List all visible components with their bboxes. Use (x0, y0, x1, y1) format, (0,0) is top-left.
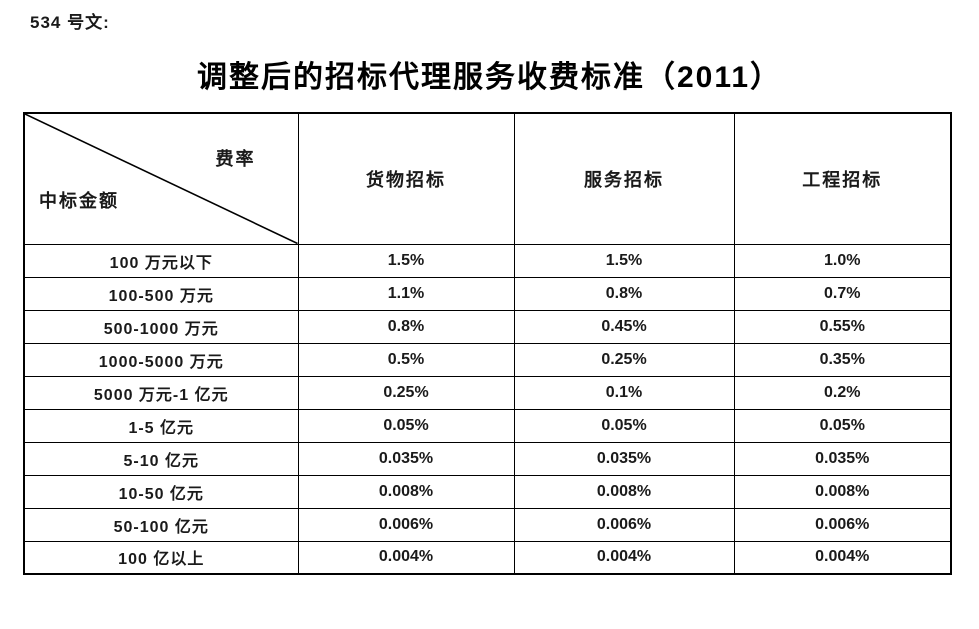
table-row: 100 亿以上 0.004% 0.004% 0.004% (23, 540, 952, 575)
row-label-amount-range: 100-500 万元 (23, 276, 299, 311)
fee-value-cell: 0.05% (513, 408, 735, 443)
fee-rate-table: 费率 中标金额 货物招标 服务招标 工程招标 100 万元以下 1.5% 1.5% 1… (23, 112, 952, 575)
corner-header-cell: 费率 中标金额 (23, 112, 299, 245)
fee-value-cell: 0.05% (733, 408, 952, 443)
doc-number: 534 号文: (30, 13, 110, 32)
fee-value-cell: 0.5% (297, 342, 515, 377)
column-header-goods-bidding: 货物招标 (297, 112, 515, 245)
column-header-engineering-bidding: 工程招标 (733, 112, 952, 245)
fee-value-cell: 1.5% (513, 243, 735, 278)
fee-value-cell: 0.035% (513, 441, 735, 476)
row-label-amount-range: 10-50 亿元 (23, 474, 299, 509)
fee-value-cell: 0.004% (297, 540, 515, 575)
page-title: 调整后的招标代理服务收费标准（2011） (196, 61, 783, 94)
fee-value-cell: 0.004% (513, 540, 735, 575)
diagonal-divider-line (25, 114, 298, 244)
row-label-amount-range: 500-1000 万元 (23, 309, 299, 344)
fee-value-cell: 0.004% (733, 540, 952, 575)
fee-value-cell: 0.008% (297, 474, 515, 509)
fee-value-cell: 0.35% (733, 342, 952, 377)
fee-value-cell: 0.1% (513, 375, 735, 410)
row-label-amount-range: 1-5 亿元 (23, 408, 299, 443)
fee-value-cell: 0.8% (297, 309, 515, 344)
fee-value-cell: 0.006% (297, 507, 515, 542)
fee-value-cell: 0.006% (733, 507, 952, 542)
fee-value-cell: 0.7% (733, 276, 952, 311)
fee-value-cell: 0.006% (513, 507, 735, 542)
fee-value-cell: 0.55% (733, 309, 952, 344)
corner-label-rate: 费率 (215, 149, 256, 169)
table-body: 100 万元以下 1.5% 1.5% 1.0% 100-500 万元 1.1% 0.8% 0.… (23, 243, 952, 575)
fee-value-cell: 0.25% (297, 375, 515, 410)
fee-value-cell: 1.5% (297, 243, 515, 278)
fee-value-cell: 1.0% (733, 243, 952, 278)
table-row: 100 万元以下 1.5% 1.5% 1.0% (23, 243, 952, 278)
table-row: 100-500 万元 1.1% 0.8% 0.7% (23, 276, 952, 311)
row-label-amount-range: 5-10 亿元 (23, 441, 299, 476)
table-row: 500-1000 万元 0.8% 0.45% 0.55% (23, 309, 952, 344)
fee-value-cell: 1.1% (297, 276, 515, 311)
corner-label-amount: 中标金额 (39, 190, 119, 211)
row-label-amount-range: 1000-5000 万元 (23, 342, 299, 377)
row-label-amount-range: 50-100 亿元 (23, 507, 299, 542)
fee-value-cell: 0.035% (733, 441, 952, 476)
table-header: 费率 中标金额 货物招标 服务招标 工程招标 (23, 112, 952, 245)
fee-value-cell: 0.25% (513, 342, 735, 377)
row-label-amount-range: 100 亿以上 (23, 540, 299, 575)
fee-value-cell: 0.2% (733, 375, 952, 410)
row-label-amount-range: 100 万元以下 (23, 243, 299, 278)
fee-value-cell: 0.008% (513, 474, 735, 509)
fee-value-cell: 0.035% (297, 441, 515, 476)
fee-value-cell: 0.45% (513, 309, 735, 344)
table-row: 5-10 亿元 0.035% 0.035% 0.035% (23, 441, 952, 476)
header-row: 费率 中标金额 货物招标 服务招标 工程招标 (23, 112, 952, 245)
table-row: 5000 万元-1 亿元 0.25% 0.1% 0.2% (23, 375, 952, 410)
table-row: 1000-5000 万元 0.5% 0.25% 0.35% (23, 342, 952, 377)
fee-value-cell: 0.008% (733, 474, 952, 509)
fee-value-cell: 0.8% (513, 276, 735, 311)
column-header-service-bidding: 服务招标 (513, 112, 735, 245)
row-label-amount-range: 5000 万元-1 亿元 (23, 375, 299, 410)
fee-value-cell: 0.05% (297, 408, 515, 443)
table-row: 1-5 亿元 0.05% 0.05% 0.05% (23, 408, 952, 443)
table-row: 10-50 亿元 0.008% 0.008% 0.008% (23, 474, 952, 509)
table-row: 50-100 亿元 0.006% 0.006% 0.006% (23, 507, 952, 542)
